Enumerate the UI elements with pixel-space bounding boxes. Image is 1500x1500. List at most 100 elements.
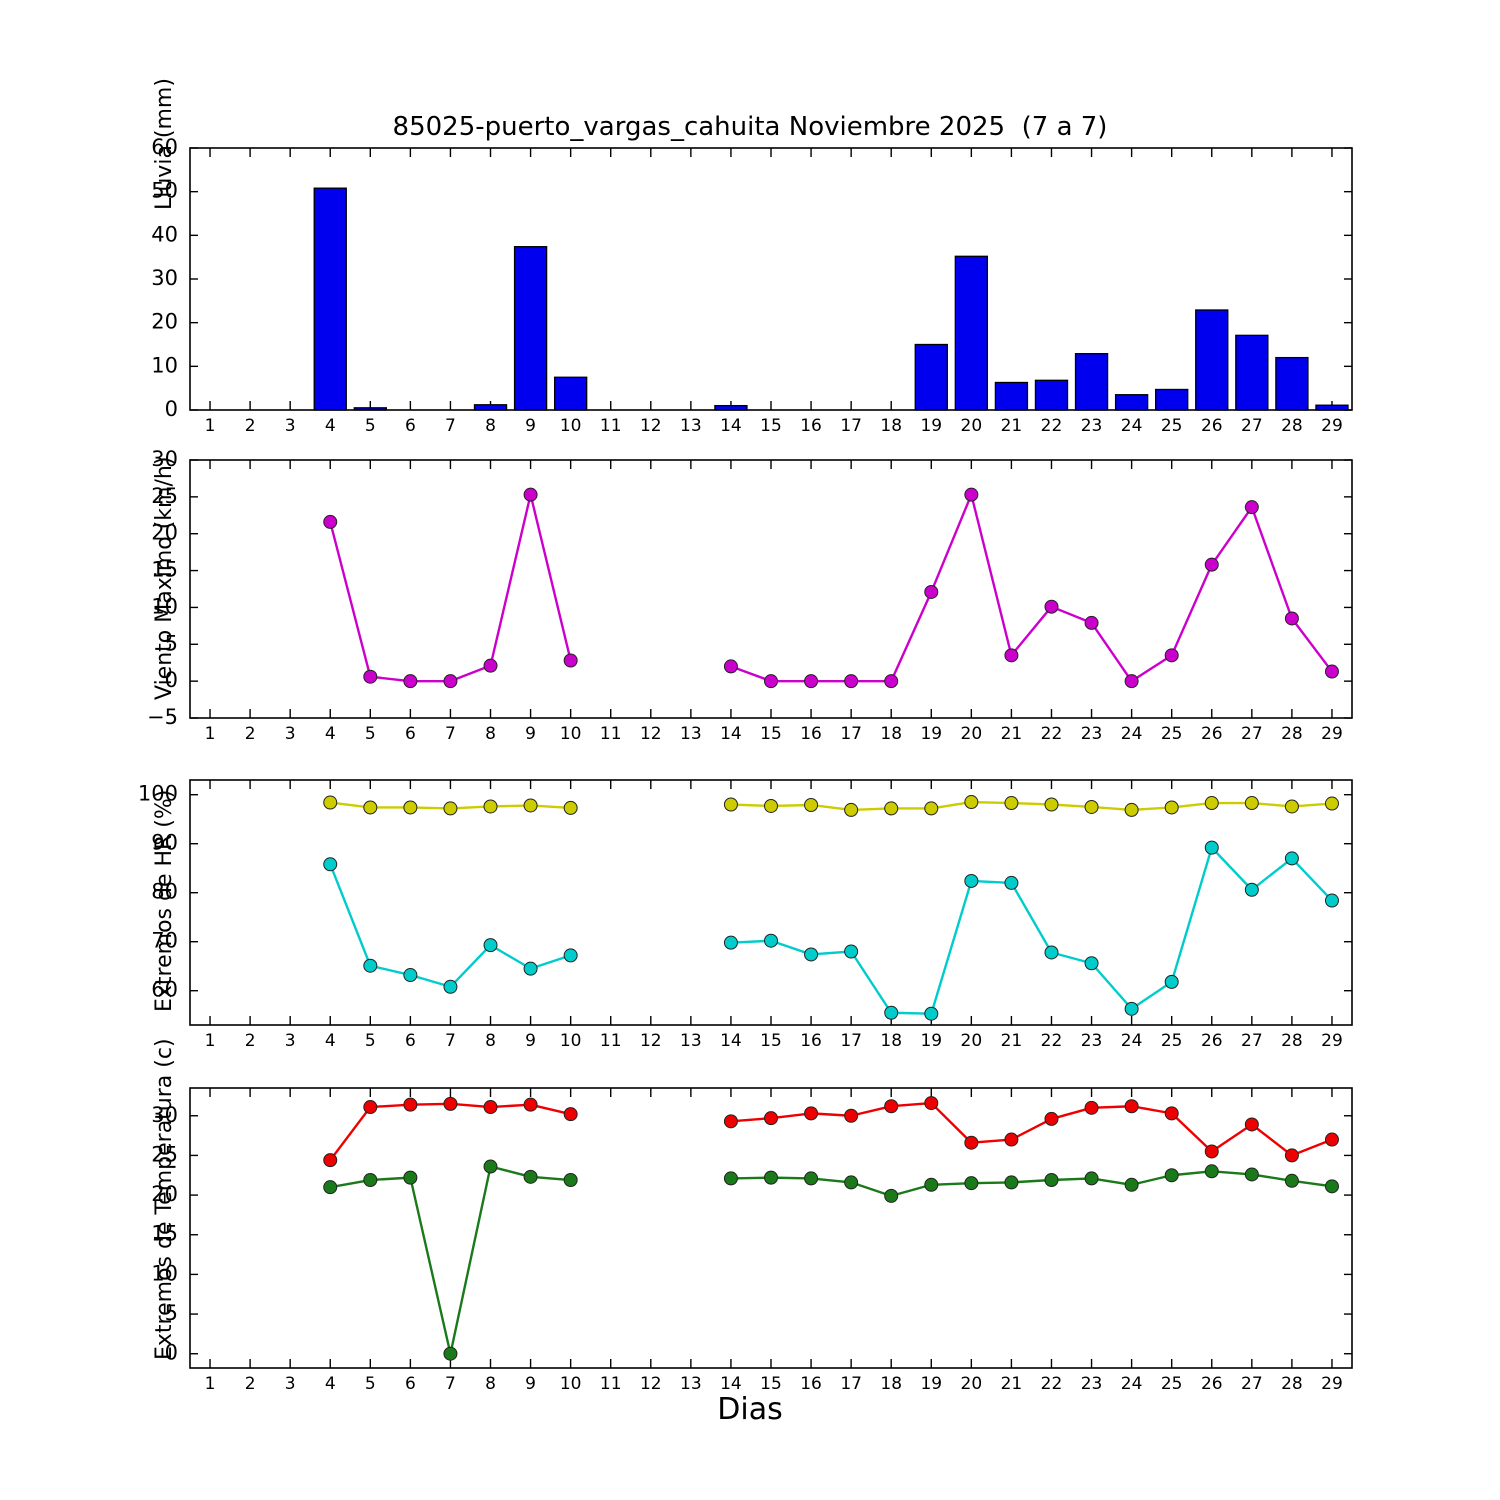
data-point-marker <box>1284 1173 1299 1188</box>
x-tick-label: 18 <box>880 1374 902 1394</box>
x-tick-label: 4 <box>325 416 336 436</box>
x-tick-label: 12 <box>640 724 662 744</box>
data-point-marker <box>1324 1179 1339 1194</box>
x-tick-label: 28 <box>1281 1031 1303 1051</box>
data-point-marker <box>1164 1106 1179 1121</box>
x-tick-label: 9 <box>525 416 536 436</box>
x-tick-label: 29 <box>1321 724 1343 744</box>
x-tick-label: 10 <box>560 1031 582 1051</box>
data-point-marker <box>844 1175 859 1190</box>
x-tick-label: 11 <box>600 1031 622 1051</box>
x-tick-label: 25 <box>1161 416 1183 436</box>
data-point-marker <box>323 857 338 872</box>
data-point-marker <box>1044 599 1059 614</box>
data-point-marker <box>1044 1173 1059 1188</box>
data-point-marker <box>1244 882 1259 897</box>
x-tick-label: 6 <box>405 1374 416 1394</box>
series-line <box>729 800 1334 812</box>
x-tick-label: 22 <box>1041 724 1063 744</box>
data-point-marker <box>523 798 538 813</box>
x-tick-label: 7 <box>445 1031 456 1051</box>
x-tick-label: 1 <box>205 724 216 744</box>
data-point-marker <box>1204 1144 1219 1159</box>
x-tick-label: 28 <box>1281 1374 1303 1394</box>
x-tick-label: 21 <box>1001 416 1023 436</box>
x-tick-label: 29 <box>1321 1031 1343 1051</box>
bar <box>1074 353 1109 411</box>
x-tick-label: 19 <box>920 1031 942 1051</box>
data-point-marker <box>1204 796 1219 811</box>
x-tick-label: 17 <box>840 1031 862 1051</box>
series-line <box>729 846 1334 1015</box>
x-tick-label: 20 <box>961 724 983 744</box>
data-point-marker <box>964 1135 979 1150</box>
data-point-marker <box>723 1171 738 1186</box>
data-point-marker <box>1124 674 1139 689</box>
x-tick-label: 2 <box>245 724 256 744</box>
x-tick-label: 16 <box>800 724 822 744</box>
x-tick-label: 10 <box>560 724 582 744</box>
x-tick-label: 27 <box>1241 1031 1263 1051</box>
x-tick-label: 23 <box>1081 1031 1103 1051</box>
x-tick-label: 18 <box>880 416 902 436</box>
data-point-marker <box>1124 1001 1139 1016</box>
x-tick-label: 19 <box>920 1374 942 1394</box>
data-point-marker <box>1084 615 1099 630</box>
x-tick-label: 15 <box>760 1031 782 1051</box>
y-tick-label: 0 <box>165 397 178 421</box>
y-axis-label-1: Viento Maximo (km/h) <box>152 456 177 700</box>
x-tick-label: 17 <box>840 416 862 436</box>
axes-frame-2 <box>189 779 1353 1026</box>
data-point-marker <box>884 801 899 816</box>
data-point-marker <box>363 800 378 815</box>
x-tick-label: 20 <box>961 416 983 436</box>
data-point-marker <box>844 674 859 689</box>
data-point-marker <box>1284 611 1299 626</box>
x-tick-label: 15 <box>760 416 782 436</box>
data-point-marker <box>1044 797 1059 812</box>
data-point-marker <box>804 674 819 689</box>
x-tick-label: 29 <box>1321 1374 1343 1394</box>
x-tick-label: 21 <box>1001 724 1023 744</box>
series-line <box>329 493 572 683</box>
data-point-marker <box>1164 648 1179 663</box>
data-point-marker <box>1004 875 1019 890</box>
bar <box>353 407 387 411</box>
data-point-marker <box>363 1173 378 1188</box>
data-point-marker <box>764 674 778 689</box>
data-point-marker <box>1324 893 1339 908</box>
data-point-marker <box>884 674 899 689</box>
data-point-marker <box>924 801 939 816</box>
data-point-marker <box>403 674 418 689</box>
x-tick-label: 5 <box>365 416 376 436</box>
page-title: 85025-puerto_vargas_cahuita Noviembre 20… <box>392 112 1108 142</box>
data-point-marker <box>964 873 979 888</box>
x-tick-label: 9 <box>525 724 536 744</box>
data-point-marker <box>563 1107 578 1122</box>
data-point-marker <box>1044 945 1059 960</box>
y-tick-label: 10 <box>151 353 178 377</box>
x-tick-label: 1 <box>205 416 216 436</box>
data-point-marker <box>1324 796 1339 811</box>
x-tick-label: 14 <box>720 724 742 744</box>
data-point-marker <box>363 1100 378 1115</box>
data-point-marker <box>443 1346 458 1361</box>
x-tick-label: 11 <box>600 1374 622 1394</box>
data-point-marker <box>723 659 738 674</box>
x-tick-label: 1 <box>205 1031 216 1051</box>
x-tick-label: 25 <box>1161 1031 1183 1051</box>
x-tick-label: 24 <box>1121 416 1143 436</box>
x-tick-label: 27 <box>1241 724 1263 744</box>
data-point-marker <box>884 1099 899 1114</box>
bar <box>473 404 508 411</box>
data-point-marker <box>804 1171 819 1186</box>
x-tick-label: 6 <box>405 416 416 436</box>
y-axis-label-3: Extremos de Temperatura (c) <box>152 1038 177 1360</box>
x-tick-label: 11 <box>600 724 622 744</box>
data-point-marker <box>804 1106 819 1121</box>
x-tick-label: 22 <box>1041 1374 1063 1394</box>
data-point-marker <box>723 797 738 812</box>
data-point-marker <box>1244 1117 1259 1132</box>
data-point-marker <box>764 1170 778 1185</box>
